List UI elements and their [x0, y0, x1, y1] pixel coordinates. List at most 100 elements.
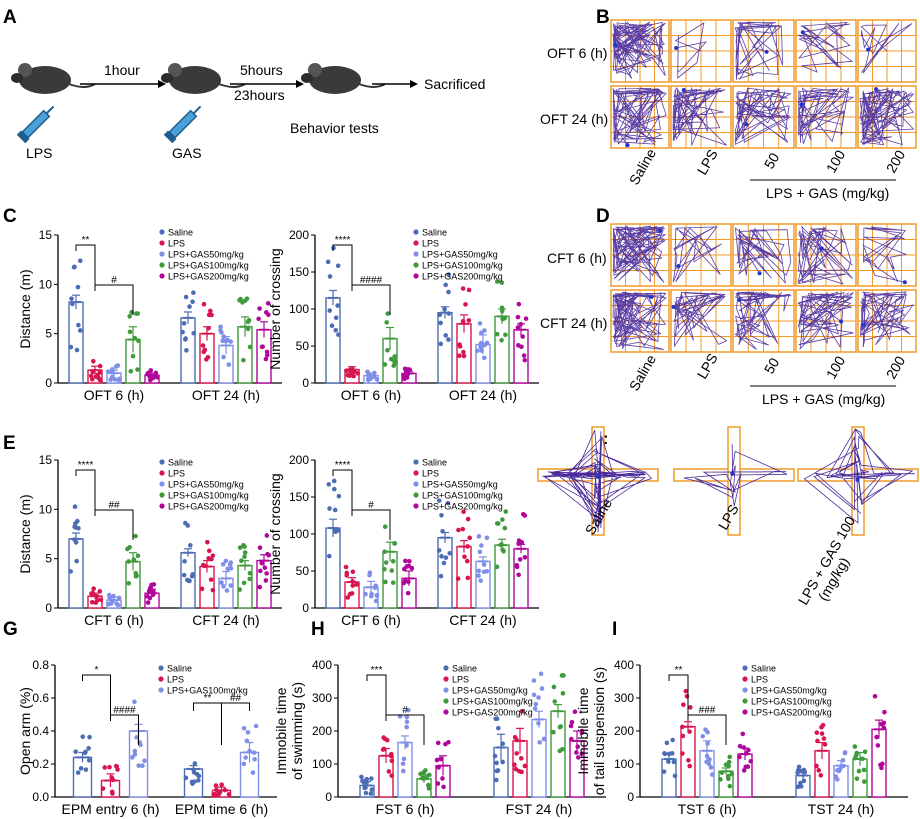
legend-marker	[159, 470, 165, 476]
cross-maze	[797, 426, 919, 536]
data-point	[336, 493, 342, 499]
data-point	[814, 763, 819, 769]
data-point	[718, 777, 723, 782]
data-point	[501, 316, 506, 321]
data-point	[401, 580, 406, 586]
y-tick-label: 0.0	[32, 790, 49, 804]
legend-marker	[413, 459, 419, 465]
significance-bracket	[351, 284, 391, 315]
data-point	[68, 344, 74, 350]
movement-track	[862, 226, 908, 283]
data-point	[130, 755, 135, 760]
data-point	[74, 347, 80, 353]
data-point	[329, 323, 335, 329]
data-point	[361, 779, 367, 785]
data-point	[478, 340, 484, 346]
data-point	[407, 558, 412, 564]
data-point	[202, 347, 208, 353]
data-point	[499, 337, 504, 343]
data-point	[131, 557, 137, 562]
x-group-label: FST 6 (h)	[376, 801, 435, 817]
data-point	[369, 591, 374, 597]
panel-label-a: A	[3, 7, 17, 28]
data-point	[366, 371, 371, 376]
chart-e-distance: 0 5 10 15 Distance (m) CFT 6 (h) CFT 24 (h) ***…	[17, 453, 282, 628]
chart-c-distance: 0 5 10 15 Distance (m) OFT 6 (h) OFT 24 (h) ** #…	[17, 228, 282, 403]
data-point	[208, 308, 213, 314]
end-point	[819, 246, 824, 251]
data-point	[822, 742, 828, 747]
data-point	[105, 369, 111, 374]
data-point	[138, 742, 143, 748]
movement-track	[611, 291, 668, 350]
legend-marker	[413, 240, 419, 246]
legend-marker	[443, 698, 449, 704]
data-point	[476, 568, 482, 574]
data-point	[127, 544, 132, 550]
data-point	[224, 588, 230, 593]
data-point	[441, 784, 446, 790]
data-point	[350, 369, 355, 375]
significance-label: ****	[335, 235, 351, 246]
data-point	[86, 758, 92, 763]
legend-entry: Saline	[168, 458, 193, 468]
data-point	[382, 566, 387, 572]
data-point	[579, 751, 585, 756]
data-point	[474, 348, 480, 354]
panel-label-c: C	[3, 206, 17, 227]
y-tick-label: 100	[614, 757, 634, 771]
data-point	[461, 509, 466, 515]
data-point	[100, 786, 106, 791]
data-point	[97, 589, 103, 594]
data-point	[700, 733, 706, 739]
data-point	[228, 339, 233, 344]
data-point	[68, 569, 73, 574]
data-point	[455, 576, 461, 581]
data-point	[127, 329, 133, 335]
data-point	[343, 564, 349, 570]
data-point	[446, 739, 451, 745]
data-point	[247, 344, 253, 350]
legend-entry: LPS+GAS50mg/kg	[168, 480, 244, 490]
data-point	[239, 558, 244, 564]
data-point	[142, 758, 147, 764]
data-point	[741, 768, 747, 773]
data-point	[264, 571, 269, 576]
data-point	[181, 572, 187, 578]
y-tick-label: 0	[302, 601, 309, 615]
data-point	[561, 673, 566, 678]
data-point	[664, 740, 670, 746]
arena-tile	[670, 223, 732, 287]
data-point	[882, 709, 887, 715]
data-point	[478, 578, 484, 583]
data-point	[325, 259, 331, 265]
data-point	[670, 737, 675, 743]
data-point	[479, 348, 484, 353]
data-point	[516, 538, 522, 543]
data-point	[743, 751, 749, 756]
data-point	[266, 552, 272, 558]
bar	[550, 710, 566, 798]
legend-marker	[158, 665, 164, 671]
cross-maze	[537, 426, 659, 536]
movement-track	[734, 87, 792, 146]
data-point	[404, 743, 409, 748]
data-point	[226, 362, 232, 367]
data-point	[388, 356, 394, 362]
data-point	[737, 743, 743, 749]
data-point	[183, 520, 188, 526]
data-point	[522, 513, 528, 518]
data-point	[209, 556, 214, 562]
data-point	[476, 534, 482, 539]
arena-tile	[732, 19, 795, 83]
data-point	[688, 705, 693, 710]
significance-bracket	[193, 702, 222, 745]
data-point	[253, 723, 259, 729]
data-point	[400, 761, 406, 767]
data-point	[223, 558, 229, 564]
data-point	[519, 344, 524, 350]
data-point	[263, 578, 269, 583]
data-point	[262, 565, 268, 571]
oft-col-saline: Saline	[626, 146, 659, 188]
